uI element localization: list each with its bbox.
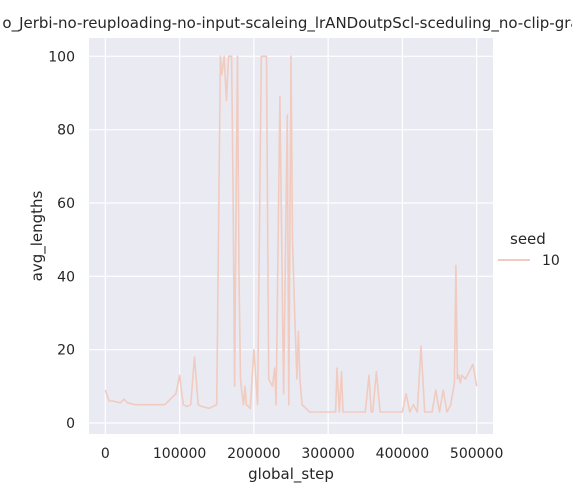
x-tick-label-2: 200000 — [227, 446, 280, 462]
chart-title: o_Jerbi-no-reuploading-no-input-scaleing… — [2, 14, 572, 33]
x-tick-labels: 0 100000 200000 300000 400000 500000 — [101, 446, 504, 462]
y-axis-label: avg_lengths — [28, 190, 47, 281]
x-tick-label-1: 100000 — [153, 446, 206, 462]
x-axis-label: global_step — [248, 465, 334, 484]
legend: seed 10 — [498, 230, 560, 269]
x-tick-label-4: 400000 — [376, 446, 429, 462]
legend-title: seed — [510, 230, 546, 248]
y-tick-label-1: 20 — [57, 343, 75, 359]
series-line-10 — [104, 55, 478, 413]
x-tick-label-3: 300000 — [301, 446, 354, 462]
legend-label-10: 10 — [542, 253, 560, 269]
y-tick-label-2: 40 — [57, 269, 75, 285]
y-tick-labels: 0 20 40 60 80 100 — [48, 49, 75, 432]
y-tick-label-0: 0 — [66, 416, 75, 432]
x-tick-label-5: 500000 — [450, 446, 503, 462]
y-tick-label-5: 100 — [48, 49, 75, 65]
series-layer — [104, 55, 478, 413]
y-tick-label-4: 80 — [57, 123, 75, 139]
y-tick-label-3: 60 — [57, 196, 75, 212]
x-tick-label-0: 0 — [101, 446, 110, 462]
